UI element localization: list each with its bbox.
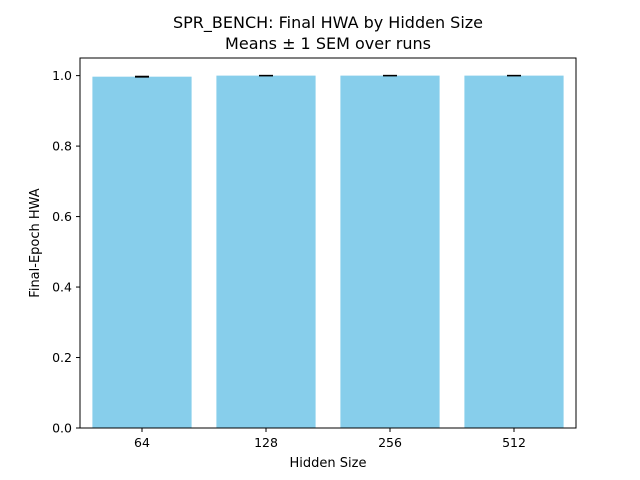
plot-frame bbox=[79, 57, 577, 429]
x-tick-label-128: 128 bbox=[254, 435, 278, 450]
y-axis-label: Final-Epoch HWA bbox=[28, 188, 43, 298]
x-tick-label-64: 64 bbox=[134, 435, 150, 450]
bar-256 bbox=[340, 75, 440, 428]
y-tick-label-0.2: 0.2 bbox=[52, 350, 72, 365]
chart-subtitle: Means ± 1 SEM over runs bbox=[225, 34, 431, 53]
x-tick-label-256: 256 bbox=[378, 435, 402, 450]
y-tick-label-0.6: 0.6 bbox=[52, 209, 72, 224]
bar-64 bbox=[92, 76, 192, 428]
bar-512 bbox=[464, 75, 564, 428]
y-tick-label-0.0: 0.0 bbox=[52, 421, 72, 436]
chart-title: SPR_BENCH: Final HWA by Hidden Size bbox=[173, 13, 483, 33]
y-tick-label-0.8: 0.8 bbox=[52, 139, 72, 154]
y-tick-label-1.0: 1.0 bbox=[52, 68, 72, 83]
x-tick-label-512: 512 bbox=[502, 435, 526, 450]
plot-area: 64 128 256 512 0.0 0.2 0.4 0.6 0.8 1.0 bbox=[52, 57, 577, 450]
bar-128 bbox=[216, 75, 316, 428]
y-tick-label-0.4: 0.4 bbox=[52, 280, 72, 295]
x-axis-label: Hidden Size bbox=[290, 456, 367, 471]
